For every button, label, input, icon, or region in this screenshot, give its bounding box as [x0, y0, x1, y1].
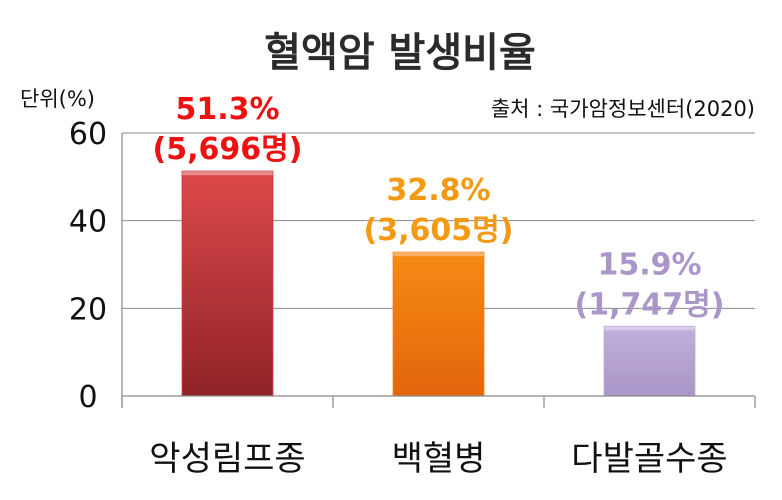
count-label: (3,605명): [364, 213, 514, 248]
category-label: 악성림프종: [149, 439, 305, 479]
labels: 0 20 40 60 51.3% (5,696명) 악성림프종 32.8% (3,605명) 백혈…: [69, 92, 728, 479]
count-label: (5,696명): [153, 132, 303, 167]
source-label: 출처 : 국가암정보센터(2020): [491, 97, 755, 121]
unit-label: 단위(%): [20, 87, 95, 111]
axes: [121, 133, 756, 408]
value-label: 15.9%: [597, 247, 701, 282]
bar-1: [181, 170, 274, 397]
category-label: 백혈병: [392, 439, 486, 479]
y-tick-label: 20: [69, 292, 107, 327]
chart-title: 혈액암 발생비율: [264, 30, 536, 76]
category-label: 다발골수종: [571, 439, 727, 479]
value-label: 51.3%: [175, 92, 279, 127]
y-tick-label: 60: [69, 117, 107, 152]
bar-cap: [604, 326, 695, 331]
bar-cap: [182, 171, 273, 176]
y-tick-label: 0: [78, 380, 97, 415]
value-label: 32.8%: [386, 173, 490, 208]
bar-2: [392, 251, 485, 397]
y-tick-label: 40: [69, 205, 107, 240]
bar-cap: [393, 252, 484, 257]
bar-3: [603, 325, 696, 397]
count-label: (1,747명): [575, 287, 725, 322]
bars: [181, 170, 696, 397]
